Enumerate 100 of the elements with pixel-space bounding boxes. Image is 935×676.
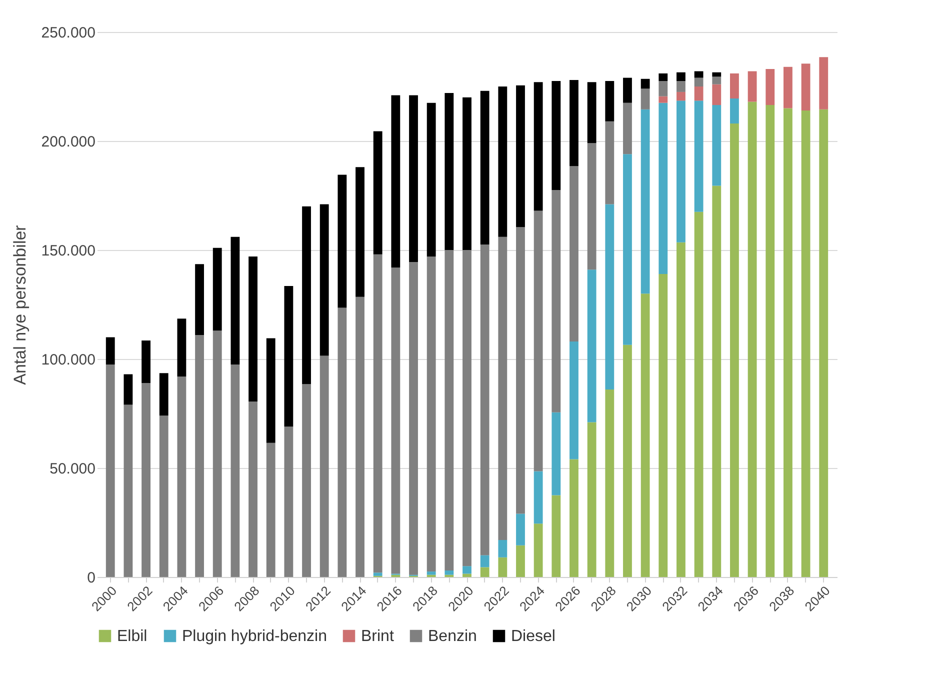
- bar: [462, 97, 472, 250]
- legend-label: Elbil: [117, 628, 148, 645]
- bar: [534, 210, 543, 472]
- bar: [284, 286, 294, 427]
- bar: [712, 84, 722, 106]
- bar: [320, 204, 329, 356]
- bar: [552, 190, 561, 412]
- legend-label: Brint: [361, 628, 394, 645]
- bar: [623, 78, 632, 103]
- bar: [712, 76, 722, 84]
- bar: [712, 72, 722, 77]
- bar: [694, 71, 704, 78]
- bar: [694, 212, 704, 577]
- bar: [230, 364, 240, 577]
- bar: [676, 81, 686, 92]
- bar: [605, 81, 614, 122]
- bar: [266, 442, 276, 577]
- y-tick-label: 50.000: [50, 460, 96, 478]
- bar: [712, 186, 722, 577]
- bar: [426, 256, 436, 572]
- bar: [373, 131, 382, 254]
- bar: [356, 296, 364, 577]
- bar: [462, 574, 472, 577]
- bar: [534, 471, 543, 524]
- bar: [587, 270, 596, 422]
- bar: [391, 95, 400, 268]
- bar: [623, 102, 632, 154]
- bar: [640, 294, 650, 577]
- y-axis-title: Antal nye personbiler: [10, 224, 30, 385]
- bar: [534, 524, 543, 577]
- bar: [552, 81, 561, 190]
- bar: [462, 250, 472, 566]
- legend-label: Diesel: [511, 628, 556, 645]
- bar: [694, 100, 704, 212]
- bar: [498, 557, 508, 577]
- bar: [177, 318, 186, 376]
- bar: [784, 108, 792, 577]
- bar: [248, 256, 258, 402]
- bar: [195, 264, 204, 336]
- bar: [177, 376, 186, 577]
- bar: [730, 124, 739, 577]
- legend-label: Benzin: [428, 628, 477, 645]
- bar: [552, 412, 561, 496]
- bar: [159, 373, 168, 416]
- bar: [338, 174, 347, 308]
- bar: [480, 244, 490, 556]
- bar: [676, 242, 686, 577]
- bar: [784, 66, 792, 108]
- bar: [106, 364, 115, 577]
- legend-label: Plugin hybrid-benzin: [182, 628, 327, 645]
- bar: [676, 100, 686, 242]
- bar: [373, 254, 382, 573]
- bar: [302, 206, 311, 384]
- bar: [444, 93, 454, 250]
- bar: [819, 109, 828, 577]
- bar: [570, 80, 578, 166]
- bar: [462, 566, 472, 574]
- bar: [712, 105, 722, 186]
- bar: [426, 102, 436, 257]
- y-tick-label: 150.000: [41, 242, 96, 260]
- bar: [658, 81, 668, 96]
- bar: [230, 236, 240, 364]
- bar: [391, 267, 400, 574]
- bar: [480, 90, 490, 245]
- bar: [409, 95, 418, 262]
- y-tick-label: 100.000: [41, 352, 96, 368]
- bar: [640, 88, 650, 110]
- bar: [320, 356, 329, 577]
- bar: [570, 459, 578, 577]
- bar: [748, 102, 757, 577]
- bar: [159, 416, 168, 577]
- bar: [373, 572, 382, 576]
- y-tick-label: 250.000: [41, 24, 96, 42]
- bar: [142, 382, 150, 577]
- bar: [338, 308, 347, 577]
- bar: [623, 154, 632, 345]
- bar: [516, 545, 525, 577]
- bar: [623, 344, 632, 577]
- bar: [266, 338, 276, 443]
- bar: [605, 390, 614, 577]
- bar: [124, 404, 133, 577]
- bar: [766, 105, 775, 577]
- bar: [302, 384, 311, 577]
- bar: [801, 64, 810, 110]
- bar: [516, 514, 525, 546]
- bar: [106, 337, 115, 364]
- bar: [444, 570, 454, 575]
- bar: [498, 236, 508, 540]
- bar: [676, 72, 686, 82]
- bar: [658, 73, 668, 82]
- bar: [570, 342, 578, 460]
- bar: [605, 204, 614, 390]
- bar: [730, 73, 739, 98]
- bar: [248, 402, 258, 577]
- bar: [676, 92, 686, 101]
- bar: [587, 143, 596, 270]
- bar: [444, 250, 454, 570]
- bar: [587, 82, 596, 144]
- bar: [498, 540, 508, 558]
- bar: [124, 374, 133, 405]
